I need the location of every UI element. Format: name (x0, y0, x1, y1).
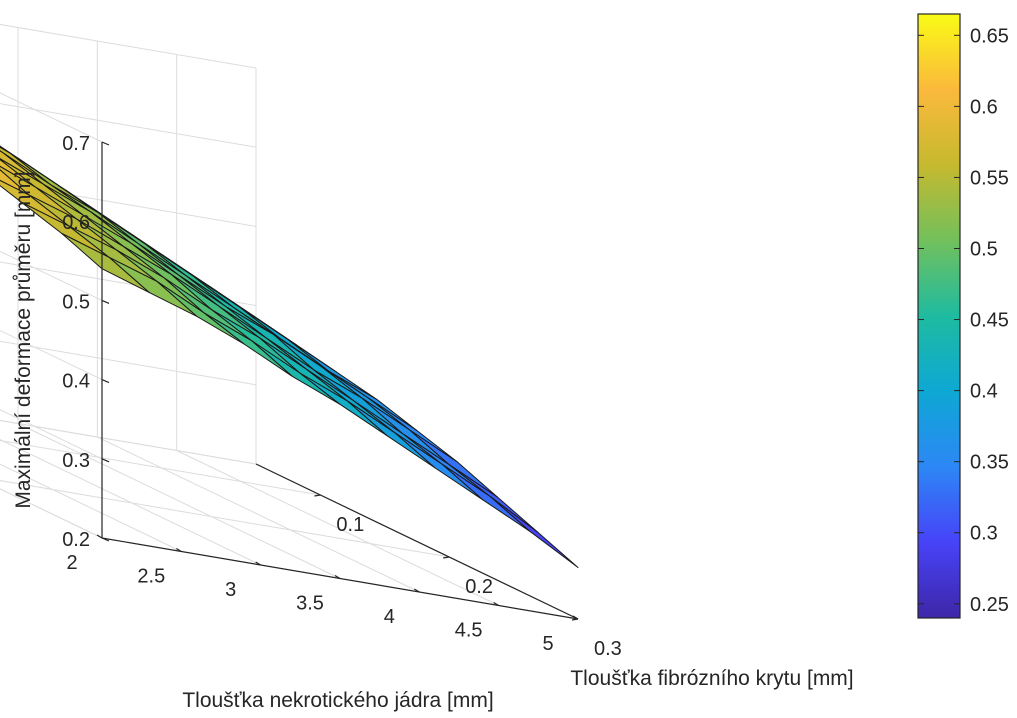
z-tick-label-5: 0.7 (62, 133, 90, 155)
surface-patch-9-7 (489, 496, 579, 568)
y-tick-1 (443, 556, 450, 559)
axis-layer: 0.2 0.3 0.4 0.5 0.6 0.7 2 2.5 3 3.5 4 4.5 5 0.1 0.2 0.3 (62, 133, 622, 660)
z-tick-4 (101, 220, 110, 225)
left-wall-z-line-1 (0, 409, 103, 460)
colorbar-tick-label-4: 0.45 (970, 310, 1009, 332)
y-tick-label-2: 0.3 (594, 638, 622, 660)
back-wall-z-line-5 (0, 23, 257, 69)
x-axis-label: Tloušťka nekrotického jádra [mm] (182, 689, 493, 712)
floor-grid-line-y-1 (0, 439, 321, 496)
x-tick-3 (334, 574, 341, 580)
z-tick-5 (101, 141, 110, 146)
floor-grid-line-x-2 (0, 438, 261, 566)
left-wall-z-line-3 (0, 250, 103, 301)
z-tick-label-2: 0.4 (62, 371, 90, 393)
colorbar-tick-label-1: 0.3 (970, 523, 998, 545)
surface-patch-5-5 (218, 306, 308, 371)
x-tick-6 (572, 615, 579, 620)
z-tick-label-0: 0.2 (62, 529, 90, 551)
x-tick-2 (255, 561, 261, 566)
x-tick-0 (96, 534, 103, 539)
x-tick-label-4: 4 (384, 606, 395, 628)
x-tick-label-2: 3 (225, 579, 236, 601)
x-tick-label-3: 3.5 (296, 593, 324, 615)
colorbar-tick-label-2: 0.35 (970, 452, 1009, 474)
z-tick-3 (101, 299, 110, 304)
surface-patch-8-6 (401, 432, 491, 497)
colorbar-tick-label-8: 0.65 (970, 25, 1009, 47)
floor-grid-line-x-1 (0, 463, 182, 552)
colorbar-tick-label-3: 0.4 (970, 381, 998, 403)
surface-patch-6-5 (266, 337, 356, 402)
y-axis-label: Tloušťka fibrózního krytu [mm] (570, 667, 853, 690)
z-tick-1 (101, 458, 110, 463)
z-tick-0 (101, 537, 110, 542)
x-tick-label-1: 2.5 (137, 566, 165, 588)
surface-patch-7-6 (354, 401, 444, 466)
surface-patch-6-6 (306, 369, 396, 434)
x-tick-4 (414, 588, 420, 593)
x-tick-label-5: 4.5 (455, 620, 483, 642)
surface-layer (0, 145, 579, 568)
z-tick-2 (101, 379, 110, 384)
surface-patch-7-5 (313, 369, 403, 434)
left-wall-z-line-5 (0, 92, 103, 143)
x-tick-1 (176, 547, 182, 553)
z-axis-label: Maximální deformace průměru [mm] (12, 171, 35, 508)
back-wall-z-line-4 (0, 103, 257, 148)
left-wall-z-line-2 (0, 329, 103, 381)
colorbar-tick-label-7: 0.6 (970, 96, 998, 118)
left-wall-z-line-0 (0, 488, 103, 539)
x-tick-label-6: 5 (542, 633, 553, 655)
surface-patch-3-0 (0, 145, 12, 155)
y-tick-2 (571, 618, 579, 621)
colorbar-tick-label-6: 0.55 (970, 167, 1009, 189)
floor-grid-line-x-3 (17, 423, 341, 579)
back-wall-z-line-0 (0, 419, 257, 465)
z-tick-label-3: 0.5 (62, 291, 90, 313)
surface-patch-2-1 (0, 150, 4, 154)
surface-patch-8-7 (442, 464, 531, 533)
z-tick-label-4: 0.6 (62, 212, 90, 234)
colorbar-tick-label-5: 0.5 (970, 238, 998, 260)
surface-patch-8-5 (361, 397, 451, 466)
surface-patch-9-5 (409, 429, 498, 498)
colorbar-tick-label-0: 0.25 (970, 594, 1009, 616)
floor-grid-line-y-2 (0, 480, 450, 558)
floor-grid-line-x-4 (97, 436, 420, 593)
y-tick-label-1: 0.2 (465, 576, 493, 598)
floor-grid-line-x-5 (176, 450, 499, 606)
y-tick-label-0: 0.1 (336, 514, 364, 536)
colorbar: 0.25 0.3 0.35 0.4 0.45 0.5 0.55 0.6 0.65 (917, 13, 1009, 619)
back-wall-z-line-1 (0, 340, 257, 386)
z-tick-label-1: 0.3 (62, 450, 90, 472)
x-tick-label-0: 2 (66, 552, 77, 574)
y-tick-0 (314, 494, 321, 497)
y-axis-line (255, 463, 579, 620)
surface-patch-5-6 (259, 337, 348, 402)
surface-patch-7-7 (394, 432, 484, 501)
x-tick-5 (493, 601, 499, 607)
colorbar-gradient (917, 13, 961, 619)
